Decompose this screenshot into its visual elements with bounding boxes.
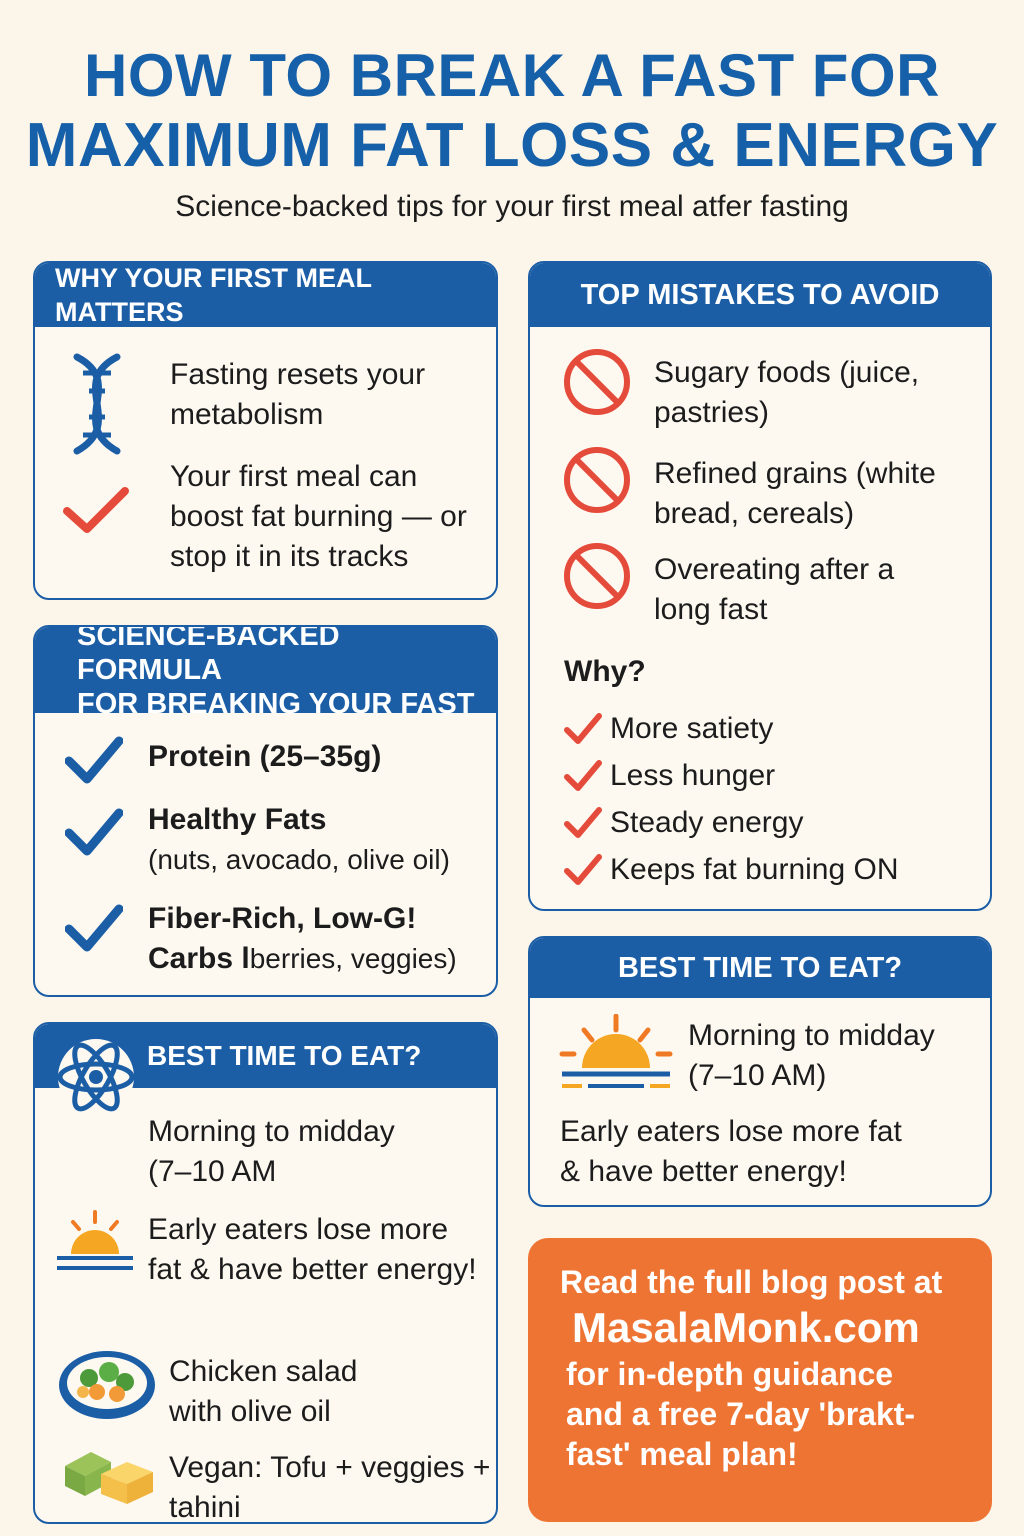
mistakes-heading: TOP MISTAKES TO AVOID	[530, 263, 990, 327]
cta-line3: for in-depth guidance	[566, 1356, 894, 1392]
right-time-benefit-line1: Early eaters lose more fat	[560, 1115, 902, 1148]
mistake-overeating: Overeating after a long fast	[654, 553, 895, 626]
formula-carbs-line2: Carbs l berries, veggies)	[148, 939, 457, 979]
formula-carbs-title2: Carbs l	[148, 942, 250, 975]
left-time-line2: (7–10 AM	[148, 1155, 277, 1188]
check-icon	[564, 853, 602, 885]
right-time-line1: Morning to midday	[688, 1019, 935, 1052]
formula-heading-line1: SCIENCE-BACKED FORMULA	[77, 625, 340, 686]
meal-vegan-tofu: Vegan: Tofu + veggies + tahini	[169, 1451, 491, 1524]
check-icon	[564, 712, 602, 744]
formula-carbs-title: Fiber-Rich, Low-G!	[148, 902, 417, 935]
reasons-list: More satiety Less hunger Steady energy K…	[564, 705, 899, 893]
cta-line4: and a free 7-day 'brakt-	[566, 1396, 916, 1432]
right-time-line2: (7–10 AM)	[688, 1059, 827, 1092]
formula-protein: Protein (25–35g)	[148, 740, 382, 773]
reason-text: Less hunger	[610, 758, 776, 792]
dna-icon	[73, 353, 121, 455]
check-icon	[564, 759, 602, 791]
page-title-line1: HOW TO BREAK A FAST FOR	[84, 42, 940, 109]
page-title-line2: MAXIMUM FAT LOSS & ENERGY	[25, 111, 999, 180]
no-sign-icon	[564, 447, 630, 513]
reason-text: Keeps fat burning ON	[610, 852, 899, 886]
sunrise-icon	[559, 1014, 673, 1088]
left-time-line1: Morning to midday	[148, 1115, 395, 1148]
blog-cta-box[interactable]: Read the full blog post at MasalaMonk.co…	[528, 1238, 992, 1522]
left-best-time-card: BEST TIME TO EAT? Morning to midday (7–1…	[33, 1022, 498, 1524]
check-icon	[65, 736, 123, 784]
cta-line1: Read the full blog post at	[560, 1264, 943, 1300]
formula-fats-title: Healthy Fats	[148, 803, 327, 836]
why-item-boost: Your first meal can boost fat burning — …	[170, 460, 467, 573]
why-label: Why?	[564, 655, 646, 688]
formula-fats-detail: (nuts, avocado, olive oil)	[148, 844, 450, 875]
reason-item: More satiety	[564, 705, 899, 752]
formula-card-heading: SCIENCE-BACKED FORMULA FOR BREAKING YOUR…	[35, 625, 496, 720]
why-first-meal-card: WHY YOUR FIRST MEAL MATTERS Fasting rese…	[33, 261, 498, 600]
reason-item: Keeps fat burning ON	[564, 846, 899, 893]
atom-icon	[57, 1039, 135, 1115]
check-icon	[65, 808, 123, 856]
mistake-refined-grains: Refined grains (white bread, cereals)	[654, 457, 936, 530]
reason-item: Less hunger	[564, 752, 899, 799]
salad-bowl-icon	[59, 1351, 155, 1419]
cta-line5: fast' meal plan!	[566, 1436, 798, 1472]
right-best-time-card: BEST TIME TO EAT? Morning to midday (7–1…	[528, 936, 992, 1207]
sunrise-icon	[57, 1210, 133, 1270]
no-sign-icon	[564, 543, 630, 609]
no-sign-icon	[564, 349, 630, 415]
check-icon	[564, 806, 602, 838]
formula-carbs-detail: berries, veggies)	[249, 943, 457, 974]
cta-site-link[interactable]: MasalaMonk.com	[572, 1304, 920, 1351]
meal-chicken-salad: Chicken salad with olive oil	[169, 1355, 358, 1428]
right-time-heading: BEST TIME TO EAT?	[530, 938, 990, 998]
reason-text: More satiety	[610, 711, 774, 745]
check-icon	[65, 904, 123, 952]
tofu-icon	[65, 1452, 153, 1504]
why-card-heading: WHY YOUR FIRST MEAL MATTERS	[35, 263, 496, 327]
mistake-sugary-foods: Sugary foods (juice, pastries)	[654, 356, 920, 429]
formula-card: SCIENCE-BACKED FORMULA FOR BREAKING YOUR…	[33, 625, 498, 997]
why-item-metabolism: Fasting resets your metabolism	[170, 358, 426, 431]
check-icon	[63, 487, 129, 533]
left-time-benefit: Early eaters lose more fat & have better…	[148, 1213, 477, 1286]
reason-text: Steady energy	[610, 805, 804, 839]
formula-heading-line2: FOR BREAKING YOUR FAST	[77, 688, 475, 720]
page-subtitle: Science-backed tips for your first meal …	[175, 190, 849, 223]
reason-item: Steady energy	[564, 799, 899, 846]
right-time-benefit-line2: & have better energy!	[560, 1155, 847, 1188]
mistakes-card: TOP MISTAKES TO AVOID Sugary foods (juic…	[528, 261, 992, 911]
